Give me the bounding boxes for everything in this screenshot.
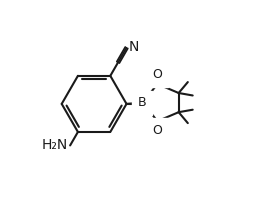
Text: H₂N: H₂N (42, 138, 68, 152)
Text: O: O (152, 124, 162, 137)
Text: O: O (152, 68, 162, 81)
Text: B: B (138, 96, 146, 109)
Text: N: N (128, 40, 139, 54)
